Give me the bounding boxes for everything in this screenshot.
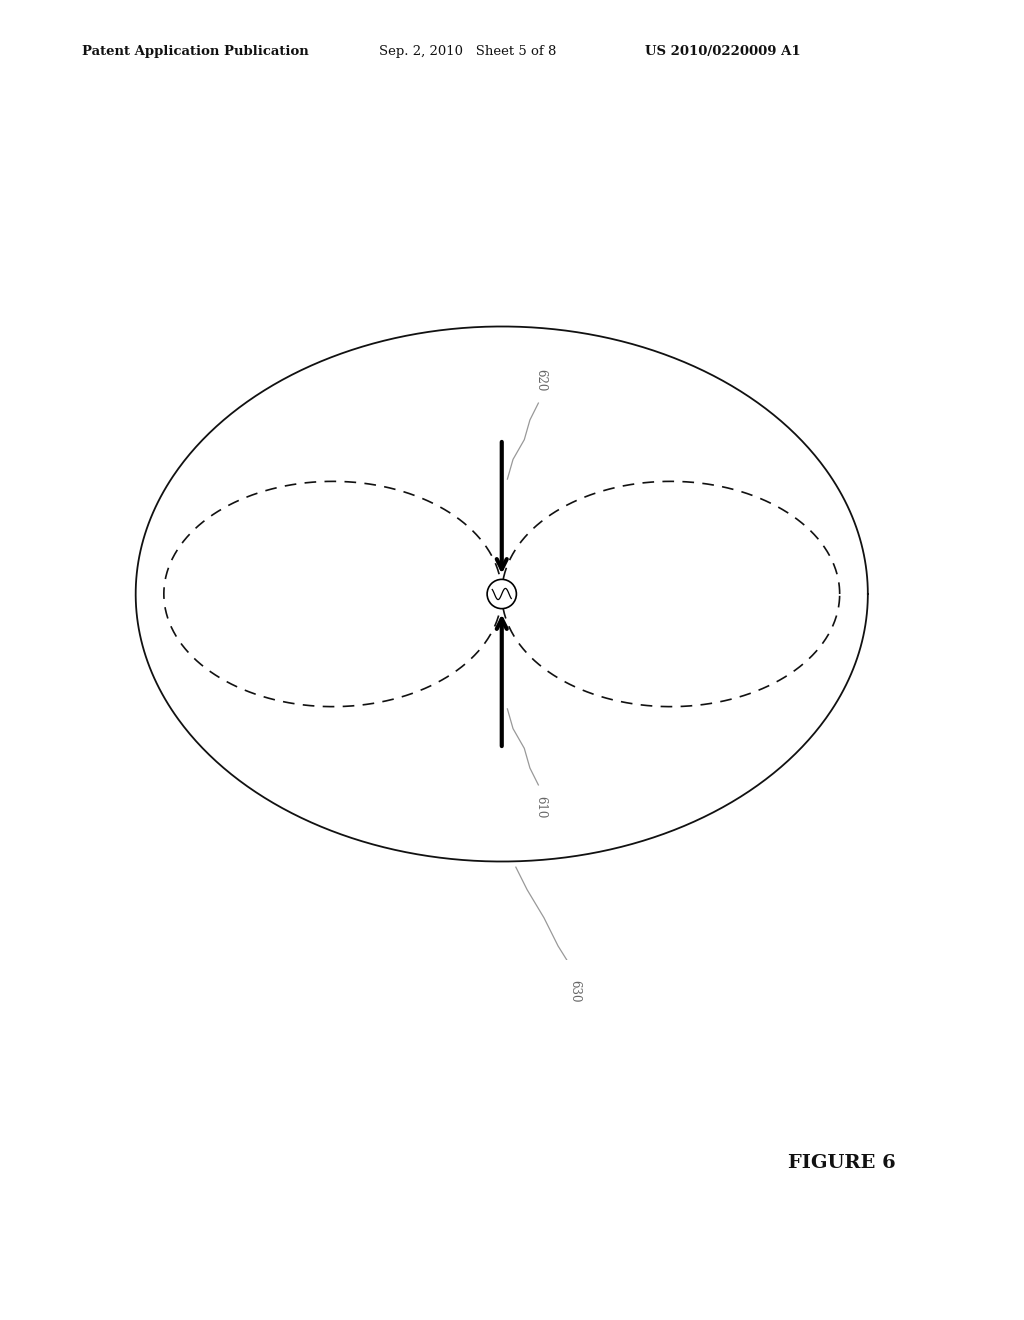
Circle shape	[487, 579, 516, 609]
Text: US 2010/0220009 A1: US 2010/0220009 A1	[645, 45, 801, 58]
Text: 610: 610	[535, 796, 548, 818]
Text: 630: 630	[568, 979, 582, 1002]
Text: FIGURE 6: FIGURE 6	[788, 1154, 896, 1172]
Text: Patent Application Publication: Patent Application Publication	[82, 45, 308, 58]
Text: 620: 620	[535, 370, 548, 392]
Text: Sep. 2, 2010   Sheet 5 of 8: Sep. 2, 2010 Sheet 5 of 8	[379, 45, 556, 58]
